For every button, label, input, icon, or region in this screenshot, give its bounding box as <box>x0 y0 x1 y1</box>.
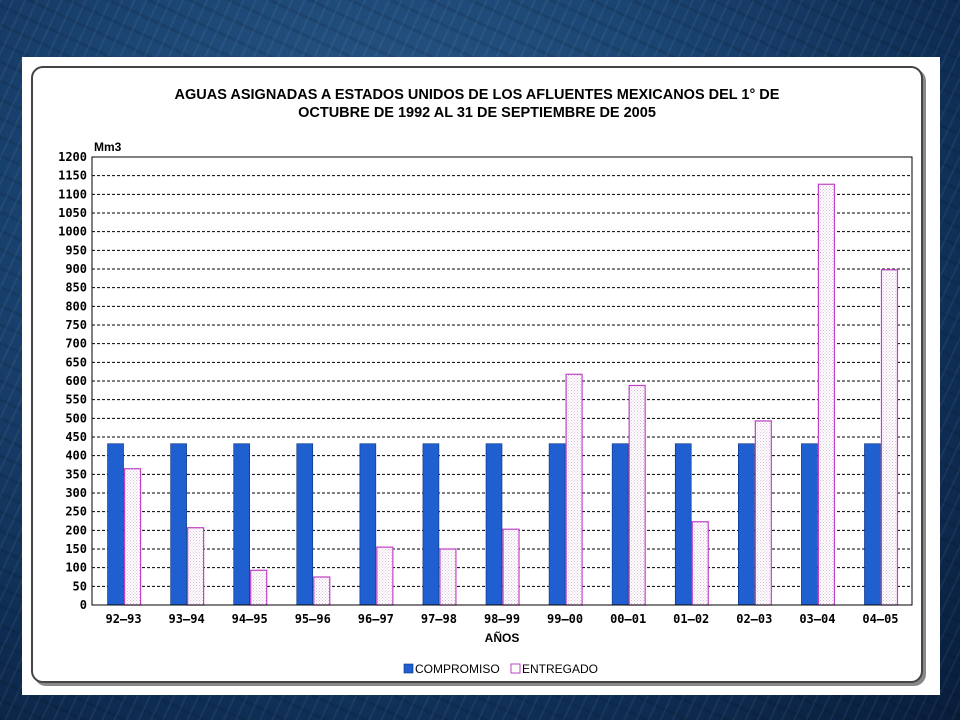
y-tick-label: 0 <box>80 598 87 612</box>
x-tick-labels: 92–93 93–94 94–95 95–96 96–97 97–98 98–99 99–00… <box>105 612 898 626</box>
y-tick-label: 1150 <box>58 169 87 183</box>
plot-area-border <box>91 156 913 606</box>
bar-compromiso <box>170 443 187 606</box>
y-tick-label: 800 <box>65 299 87 313</box>
legend-swatch-compromiso <box>403 663 414 674</box>
bar-entregado <box>187 527 205 606</box>
y-tick-label: 50 <box>73 579 87 593</box>
bar-entregado <box>880 269 899 606</box>
bar-compromiso <box>233 443 250 606</box>
y-tick-label: 650 <box>65 355 87 369</box>
y-tick-label: 550 <box>65 393 87 407</box>
bar-compromiso <box>738 443 755 606</box>
bar-entregado <box>123 468 142 606</box>
bar-entregado <box>754 420 772 606</box>
y-tick-label: 450 <box>65 430 87 444</box>
x-tick-label: 99–00 <box>547 612 583 626</box>
legend-label-entregado: ENTREGADO <box>522 662 598 676</box>
bar-entregado <box>691 521 709 606</box>
x-tick-label: 94–95 <box>232 612 268 626</box>
x-tick-label: 03–04 <box>799 612 835 626</box>
bar-entregado <box>313 576 331 606</box>
bar-compromiso <box>485 443 503 606</box>
x-tick-label: 01–02 <box>673 612 709 626</box>
bars <box>107 183 899 606</box>
y-tick-label: 950 <box>65 243 87 257</box>
x-axis-label: AÑOS <box>485 630 520 645</box>
bar-compromiso <box>674 443 692 606</box>
bar-entregado <box>250 569 268 606</box>
chart-title-line-1: AGUAS ASIGNADAS A ESTADOS UNIDOS DE LOS … <box>175 87 780 103</box>
y-tick-label: 1050 <box>58 206 87 220</box>
y-tick-label: 300 <box>65 486 87 500</box>
y-tick-label: 600 <box>65 374 87 388</box>
y-tick-label: 100 <box>65 561 87 575</box>
x-tick-label: 92–93 <box>105 612 141 626</box>
y-tick-label: 400 <box>65 449 87 463</box>
x-tick-label: 00–01 <box>610 612 646 626</box>
x-tick-label: 04–05 <box>862 612 898 626</box>
bar-chart: AGUAS ASIGNADAS A ESTADOS UNIDOS DE LOS … <box>58 87 913 676</box>
y-tick-labels: 0 50 100 150 200 250 300 350 400 450 500 550 600 650 7… <box>58 150 87 612</box>
y-tick-label: 700 <box>65 337 87 351</box>
chart-title-line-2: OCTUBRE DE 1992 AL 31 DE SEPTIEMBRE DE 2… <box>298 105 656 121</box>
bar-entregado <box>439 548 457 606</box>
bar-entregado <box>628 384 646 606</box>
bar-compromiso <box>359 443 377 606</box>
y-tick-label: 1100 <box>58 187 87 201</box>
y-tick-label: 750 <box>65 318 87 332</box>
y-tick-label: 200 <box>65 523 87 537</box>
y-axis-label: Mm3 <box>94 140 122 154</box>
bar-compromiso <box>548 443 566 606</box>
bar-compromiso <box>296 443 314 606</box>
bar-compromiso <box>107 443 124 606</box>
bar-entregado <box>817 183 835 606</box>
bar-compromiso <box>801 443 818 606</box>
y-tick-label: 500 <box>65 411 87 425</box>
y-tick-label: 250 <box>65 505 87 519</box>
legend-swatch-entregado <box>510 663 521 674</box>
y-tick-label: 900 <box>65 262 87 276</box>
bar-entregado <box>565 373 583 606</box>
x-tick-label: 98–99 <box>484 612 520 626</box>
x-tick-label: 93–94 <box>169 612 205 626</box>
x-tick-label: 95–96 <box>295 612 331 626</box>
bar-compromiso <box>864 443 881 606</box>
bar-compromiso <box>422 443 440 606</box>
y-tick-label: 1000 <box>58 225 87 239</box>
y-tick-label: 350 <box>65 467 87 481</box>
y-tick-label: 850 <box>65 281 87 295</box>
slide-panel: AGUAS ASIGNADAS A ESTADOS UNIDOS DE LOS … <box>22 57 940 695</box>
y-tick-label: 1200 <box>58 150 87 164</box>
x-tick-label: 96–97 <box>358 612 394 626</box>
bar-entregado <box>502 528 520 606</box>
x-tick-label: 97–98 <box>421 612 457 626</box>
x-tick-label: 02–03 <box>736 612 772 626</box>
legend: COMPROMISO ENTREGADO <box>403 662 598 676</box>
y-tick-label: 150 <box>65 542 87 556</box>
bar-compromiso <box>611 443 629 606</box>
bar-entregado <box>376 546 394 606</box>
legend-label-compromiso: COMPROMISO <box>415 662 500 676</box>
